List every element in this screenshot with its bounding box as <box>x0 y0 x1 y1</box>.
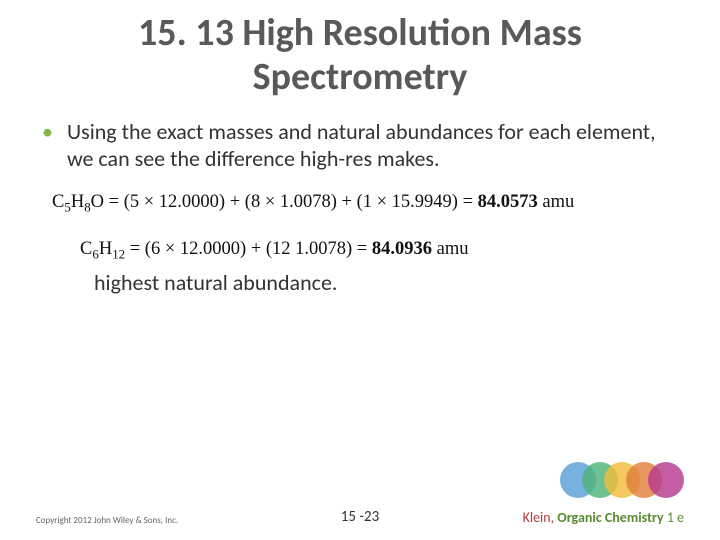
eq1-c: C <box>52 192 64 212</box>
book-citation: Klein, Organic Chemistry 1 e <box>523 509 684 526</box>
page-number: 15 -23 <box>341 508 379 526</box>
bullet-text: Using the exact masses and natural abund… <box>67 119 684 172</box>
eq2-result: 84.0936 <box>372 239 432 259</box>
eq1-unit: amu <box>538 192 574 212</box>
eq2-unit: amu <box>432 239 468 259</box>
eq1-result: 84.0573 <box>478 192 538 212</box>
book-edition: 1 e <box>667 509 684 526</box>
slide-title: 15. 13 High Resolution Mass Spectrometry <box>36 12 684 99</box>
eq1-o: O <box>91 192 104 212</box>
equation-1: C5H8O = (5 × 12.0000) + (8 × 1.0078) + (… <box>52 190 684 217</box>
wiley-logo <box>560 460 686 500</box>
footer: Copyright 2012 John Wiley & Sons, Inc. 1… <box>0 509 720 526</box>
eq1-h: H <box>71 192 84 212</box>
copyright-text: Copyright 2012 John Wiley & Sons, Inc. <box>36 515 178 526</box>
eq1-body: = (5 × 12.0000) + (8 × 1.0078) + (1 × 15… <box>104 192 478 212</box>
book-author: Klein, <box>523 509 558 526</box>
bullet-marker: • <box>42 119 53 145</box>
slide: 15. 13 High Resolution Mass Spectrometry… <box>0 0 720 540</box>
equation-2: C6H12 = (6 × 12.0000) + (12 1.0078) = 84… <box>80 237 684 264</box>
eq2-c: C <box>80 239 92 259</box>
fragment-text: highest natural abundance. <box>94 269 684 296</box>
book-title: Organic Chemistry <box>557 509 666 526</box>
equations-block: C5H8O = (5 × 12.0000) + (8 × 1.0078) + (… <box>52 190 684 263</box>
logo-circle-5 <box>648 462 684 498</box>
eq2-h: H <box>99 239 112 259</box>
eq2-body: = (6 × 12.0000) + (12 1.0078) = <box>125 239 372 259</box>
eq2-h-sub: 12 <box>112 246 125 261</box>
bullet-item: • Using the exact masses and natural abu… <box>42 119 684 172</box>
